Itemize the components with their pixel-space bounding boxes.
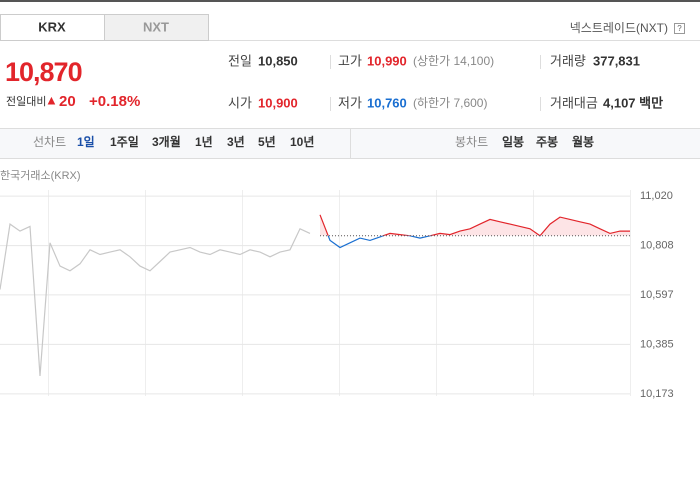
range-option[interactable]: 3개월 [152, 134, 181, 149]
range-option[interactable]: 10년 [290, 135, 314, 149]
y-tick-label: 10,173 [640, 388, 674, 400]
change-arrow: ▲ [45, 92, 58, 107]
vertical-grid [48, 190, 631, 396]
info-label: 거래대금 [550, 95, 598, 110]
line-down [327, 235, 541, 249]
change-label: 전일대비 [6, 94, 46, 108]
range-option[interactable]: 1년 [195, 135, 213, 149]
info-label: 전일 [228, 53, 252, 68]
info-note: (하한가 7,600) [413, 96, 487, 110]
chart-title: 한국거래소(KRX) [0, 169, 81, 182]
tab-label[interactable]: NXT [143, 19, 169, 34]
info-value: 10,760 [367, 95, 407, 110]
tab-nxt[interactable] [104, 14, 209, 41]
range-option[interactable]: 1일 [77, 135, 95, 149]
info-label: 저가 [338, 95, 362, 110]
candle-option[interactable]: 월봉 [572, 134, 594, 149]
info-label: 거래량 [550, 53, 586, 68]
info-note: (상한가 14,100) [413, 54, 494, 68]
nxt-link[interactable]: 넥스트레이드(NXT) [570, 21, 668, 35]
y-tick-label: 10,597 [640, 289, 674, 301]
y-tick-label: 10,385 [640, 338, 674, 350]
y-tick-label: 10,808 [640, 239, 674, 251]
info-value: 4,107 백만 [603, 95, 663, 110]
toolbar-label: 선차트 [33, 135, 66, 149]
change-value: 20 [59, 93, 76, 110]
info-label: 시가 [228, 95, 252, 110]
line-up [319, 214, 630, 236]
help-icon-text[interactable]: ? [677, 24, 682, 33]
toolbar-label: 봉차트 [455, 135, 488, 149]
area [320, 214, 630, 236]
info-value: 10,990 [367, 53, 407, 68]
y-tick-label: 11,020 [640, 190, 673, 202]
current-price: 10,870 [5, 57, 82, 87]
info-value: 10,900 [258, 95, 298, 110]
candle-option[interactable]: 주봉 [536, 135, 558, 149]
info-value: 10,850 [258, 53, 298, 68]
candle-option[interactable]: 일봉 [502, 135, 524, 149]
range-option[interactable]: 1주일 [110, 135, 139, 149]
tab-label[interactable]: KRX [38, 19, 66, 34]
info-grid: 전일 10,850 고가 10,990 (상한가 14,100) 거래량 377… [228, 53, 663, 111]
help-icon[interactable] [674, 23, 685, 34]
change-pct: +0.18% [89, 93, 140, 110]
info-value: 377,831 [593, 53, 640, 68]
info-label: 고가 [338, 53, 362, 68]
line [0, 223, 311, 376]
top-border [0, 0, 700, 2]
range-option[interactable]: 3년 [227, 135, 245, 149]
range-option[interactable]: 5년 [258, 135, 276, 149]
